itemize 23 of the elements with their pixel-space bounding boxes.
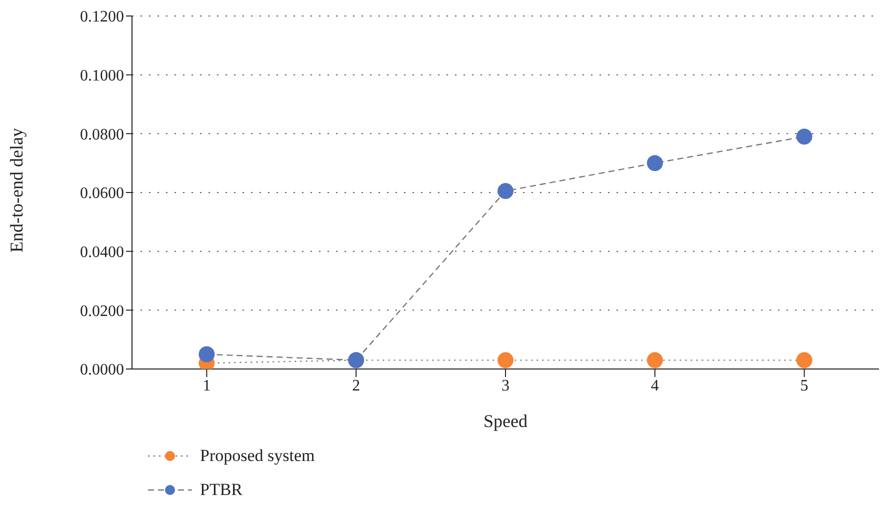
x-tick-label: 3 xyxy=(502,377,510,394)
x-tick-label: 1 xyxy=(202,377,211,394)
y-tick-label: 0.0800 xyxy=(80,126,124,144)
x-tick-label: 5 xyxy=(800,377,808,394)
y-tick-label: 0.1000 xyxy=(80,68,124,85)
y-tick-label: 0.0200 xyxy=(80,302,124,320)
x-tick-label: 4 xyxy=(650,377,659,394)
y-tick-label: 0.0400 xyxy=(80,244,124,262)
y-axis-title: End-to-end delay xyxy=(6,128,26,252)
point xyxy=(646,352,663,368)
point xyxy=(646,155,663,172)
point xyxy=(498,183,514,200)
point xyxy=(796,352,812,368)
point xyxy=(796,128,812,145)
y-tick-label: 0.1200 xyxy=(80,8,124,26)
y-tick-label: 0.0000 xyxy=(80,362,124,379)
point xyxy=(498,352,514,368)
y-tick-label: 0.0600 xyxy=(80,185,124,202)
x-axis-title: Speed xyxy=(484,411,528,431)
x-tick-label: 2 xyxy=(352,377,360,394)
legend-label: Proposed system xyxy=(200,446,315,466)
point xyxy=(198,346,215,362)
legend-label: PTBR xyxy=(200,480,243,500)
